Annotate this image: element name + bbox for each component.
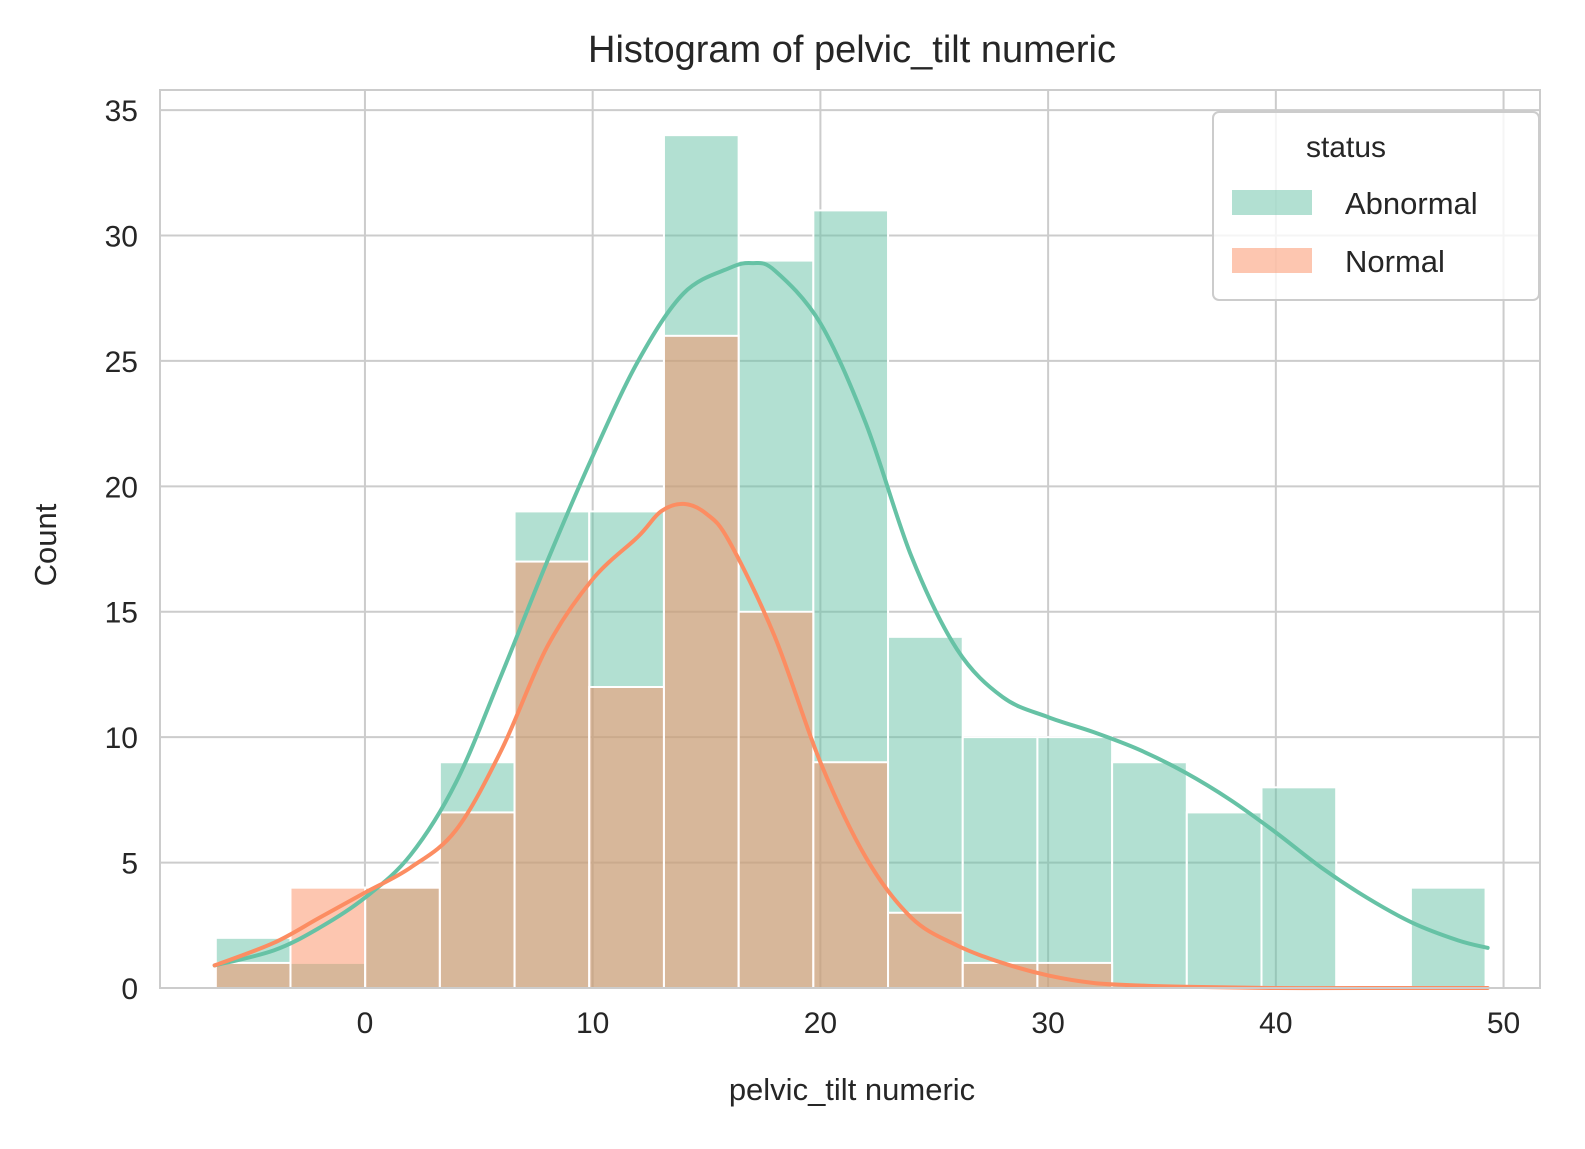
bar-abnormal bbox=[1111, 761, 1188, 989]
legend-label-normal: Normal bbox=[1345, 244, 1445, 279]
histogram-bars bbox=[214, 134, 1487, 990]
y-tick-label: 30 bbox=[105, 220, 138, 253]
y-tick-label: 5 bbox=[121, 848, 138, 881]
x-tick-label: 40 bbox=[1259, 1007, 1292, 1040]
chart-title: Histogram of pelvic_tilt numeric bbox=[588, 29, 1116, 71]
bar-normal bbox=[662, 334, 740, 989]
bar-abnormal bbox=[1036, 736, 1114, 989]
x-tick-label: 30 bbox=[1031, 1007, 1064, 1040]
legend-swatch-normal bbox=[1232, 248, 1312, 273]
y-axis-title: Count bbox=[28, 503, 63, 586]
kde-curves bbox=[212, 260, 1490, 991]
y-tick-label: 35 bbox=[105, 95, 138, 128]
y-tick-label: 25 bbox=[105, 346, 138, 379]
legend-title: status bbox=[1306, 131, 1386, 164]
tick-labels: 0 10 20 30 40 50 0 5 10 15 20 25 30 35 bbox=[105, 95, 1521, 1040]
bar-abnormal bbox=[1260, 786, 1338, 989]
bar-abnormal bbox=[961, 736, 1039, 989]
plot-frame bbox=[159, 89, 1541, 989]
kde-line-abnormal bbox=[212, 260, 1490, 968]
bar-normal bbox=[364, 886, 441, 989]
bar-normal bbox=[214, 961, 292, 989]
x-tick-label: 10 bbox=[576, 1007, 609, 1040]
y-tick-label: 10 bbox=[105, 722, 138, 755]
x-tick-label: 50 bbox=[1487, 1007, 1520, 1040]
y-tick-label: 15 bbox=[105, 597, 138, 630]
bar-normal bbox=[737, 610, 815, 990]
y-tick-label: 0 bbox=[121, 973, 138, 1006]
bar-normal bbox=[588, 685, 665, 989]
bar-abnormal bbox=[1185, 811, 1263, 989]
legend-label-abnormal: Abnormal bbox=[1345, 186, 1478, 221]
bar-normal bbox=[961, 961, 1039, 989]
x-tick-label: 20 bbox=[804, 1007, 837, 1040]
legend-swatch-abnormal bbox=[1232, 190, 1312, 215]
kde-line-normal bbox=[212, 501, 1490, 991]
x-axis-title: pelvic_tilt numeric bbox=[729, 1072, 975, 1107]
x-tick-label: 0 bbox=[357, 1007, 374, 1040]
y-tick-label: 20 bbox=[105, 471, 138, 504]
bar-normal bbox=[513, 560, 591, 990]
bar-normal bbox=[887, 911, 964, 989]
legend: status Abnormal Normal bbox=[1212, 111, 1540, 301]
